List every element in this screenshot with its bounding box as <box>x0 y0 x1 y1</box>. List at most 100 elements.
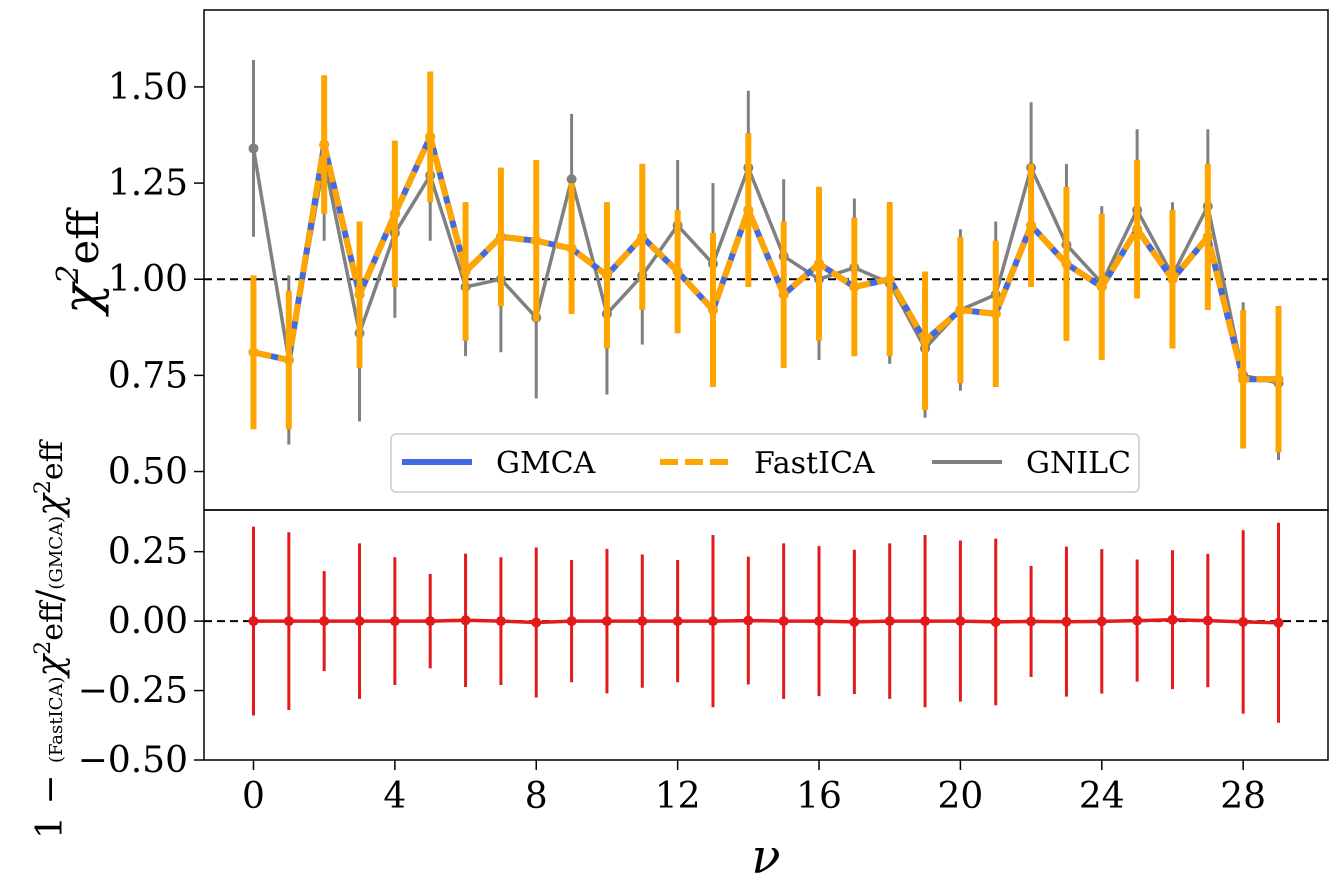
bottom-ratio-point <box>778 616 789 627</box>
top-ylabel: χ2eff <box>51 207 110 317</box>
xtick-label: 20 <box>937 776 983 817</box>
top-fastica-point <box>990 308 1001 319</box>
bottom-ratio-point <box>990 616 1001 627</box>
top-fastica-point <box>920 335 931 346</box>
x-axis-label: ν <box>751 829 780 885</box>
top-fastica-point <box>1238 374 1249 385</box>
top-fastica-point <box>849 281 860 292</box>
top-gmca-line <box>252 133 1279 383</box>
top-fastica-point <box>460 266 471 277</box>
top-ytick-label: 0.50 <box>108 452 188 493</box>
xtick-label: 4 <box>383 776 406 817</box>
top-fastica-series <box>248 71 1284 453</box>
xtick-label: 12 <box>655 776 701 817</box>
bottom-ratio-point <box>1026 616 1037 627</box>
legend-frame <box>390 433 1140 493</box>
top-fastica-point <box>814 258 825 269</box>
top-ytick-label: 1.50 <box>108 67 188 108</box>
bottom-ratio-point <box>1061 616 1072 627</box>
top-fastica-point <box>566 243 577 254</box>
bottom-ratio-point <box>1273 617 1284 628</box>
top-fastica-point <box>531 235 542 246</box>
top-plot-area <box>248 60 1284 460</box>
top-fastica-point <box>778 289 789 300</box>
bottom-ratio-point <box>319 616 330 627</box>
bottom-ratio-series <box>248 522 1284 723</box>
top-fastica-point <box>637 231 648 242</box>
xtick-label: 16 <box>796 776 842 817</box>
top-fastica-point <box>1167 274 1178 285</box>
top-fastica-point <box>1273 374 1284 385</box>
xtick-label: 24 <box>1079 776 1125 817</box>
legend-label-gmca: GMCA <box>496 446 596 481</box>
x-axis: 0 4 8 12 16 20 24 28 <box>242 760 1266 817</box>
legend-label-gnilc: GNILC <box>1026 446 1131 481</box>
bottom-ratio-point <box>495 616 506 627</box>
bottom-ratio-point <box>1202 615 1213 626</box>
xtick-label: 0 <box>242 776 265 817</box>
bottom-ratio-point <box>1096 616 1107 627</box>
top-fastica-point <box>319 139 330 150</box>
bottom-ratio-point <box>566 616 577 627</box>
bottom-ratio-point <box>601 616 612 627</box>
top-fastica-point <box>1202 231 1213 242</box>
bottom-ratio-point <box>743 615 754 626</box>
bottom-ytick-label: −0.50 <box>78 740 188 781</box>
top-fastica-line <box>252 133 1279 383</box>
legend-label-fastica: FastICA <box>754 446 875 481</box>
bottom-panel: −0.50 −0.25 0.00 0.25 <box>78 509 1329 781</box>
bottom-ratio-point <box>955 616 966 627</box>
top-fastica-point <box>672 266 683 277</box>
top-gmca-series <box>248 71 1284 453</box>
top-fastica-point <box>248 347 259 358</box>
xtick-label: 28 <box>1220 776 1266 817</box>
bottom-ratio-point <box>672 616 683 627</box>
top-panel: 0.50 0.75 1.00 1.25 1.50 <box>108 9 1329 511</box>
bottom-ratio-point <box>884 616 895 627</box>
bottom-ytick-label: 0.00 <box>108 601 188 642</box>
bottom-frame <box>203 509 1329 761</box>
bottom-ratio-line <box>253 617 1279 625</box>
top-fastica-point <box>425 131 436 142</box>
top-fastica-point <box>389 208 400 219</box>
bottom-ylabel: 1 − (FastICA)χ2eff/(GMCA)χ2eff <box>30 438 71 839</box>
bottom-ratio-point <box>637 616 648 627</box>
top-fastica-point <box>601 270 612 281</box>
top-gnilc-point <box>248 143 259 154</box>
top-fastica-point <box>955 305 966 315</box>
legend: GMCA FastICA GNILC <box>390 433 1140 493</box>
bottom-ratio-point <box>248 616 259 627</box>
bottom-ratio-point <box>707 616 718 627</box>
bottom-ratio-point <box>283 616 294 627</box>
top-fastica-point <box>354 289 365 300</box>
bottom-ytick-label: 0.25 <box>108 532 188 573</box>
bottom-ratio-point <box>460 615 471 626</box>
bottom-ratio-point <box>1238 616 1249 627</box>
bottom-ratio-point <box>354 616 365 627</box>
bottom-ratio-point <box>425 616 436 627</box>
top-fastica-point <box>1096 281 1107 292</box>
top-fastica-point <box>1026 220 1037 231</box>
top-fastica-point <box>884 274 895 285</box>
top-fastica-point <box>283 355 294 365</box>
bottom-ratio-point <box>531 617 542 628</box>
top-fastica-point <box>743 205 754 215</box>
top-fastica-point <box>495 231 506 242</box>
bottom-ratio-point <box>814 616 825 627</box>
top-fastica-point <box>707 305 718 315</box>
top-fastica-point <box>1061 258 1072 269</box>
top-gnilc-point <box>566 174 577 185</box>
top-ytick-label: 0.75 <box>108 355 188 396</box>
top-ytick-label: 1.25 <box>108 163 188 204</box>
bottom-ytick-label: −0.25 <box>78 671 188 712</box>
top-ytick-label: 1.00 <box>108 259 188 300</box>
xtick-label: 8 <box>525 776 548 817</box>
bottom-ratio-point <box>849 616 860 627</box>
bottom-plot-area <box>248 522 1284 723</box>
bottom-ratio-point <box>1167 614 1178 625</box>
bottom-ratio-point <box>920 616 931 627</box>
bottom-ratio-point <box>389 616 400 627</box>
top-fastica-point <box>1132 224 1143 235</box>
bottom-ratio-point <box>1132 615 1143 626</box>
